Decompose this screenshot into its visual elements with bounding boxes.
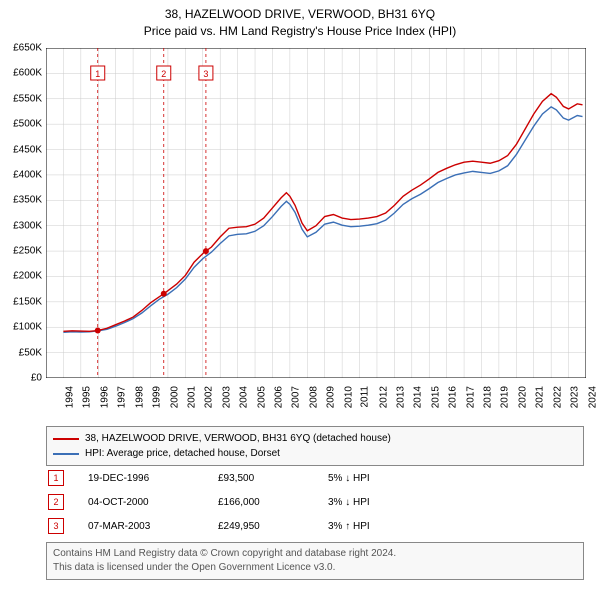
footer-attribution: Contains HM Land Registry data © Crown c…	[46, 542, 584, 580]
legend-label: HPI: Average price, detached house, Dors…	[85, 446, 280, 461]
y-tick-label: £100K	[13, 322, 42, 333]
x-axis-ticks: 1994 1995 1996 1997 1998 1999 2000 2001 2002 2003…	[46, 382, 586, 422]
x-tick-label: 2010	[343, 386, 354, 408]
svg-text:2: 2	[161, 69, 166, 79]
svg-text:1: 1	[95, 69, 100, 79]
x-tick-label: 2014	[413, 386, 424, 408]
y-tick-label: £550K	[13, 93, 42, 104]
x-tick-label: 2016	[447, 386, 458, 408]
legend-item: 38, HAZELWOOD DRIVE, VERWOOD, BH31 6YQ (…	[53, 431, 577, 446]
footer-line-2: This data is licensed under the Open Gov…	[53, 561, 577, 575]
y-tick-label: £350K	[13, 195, 42, 206]
y-tick-label: £650K	[13, 43, 42, 54]
legend-item: HPI: Average price, detached house, Dors…	[53, 446, 577, 461]
legend-swatch	[53, 438, 79, 440]
x-tick-label: 2009	[326, 386, 337, 408]
x-tick-label: 1995	[82, 386, 93, 408]
legend-label: 38, HAZELWOOD DRIVE, VERWOOD, BH31 6YQ (…	[85, 431, 391, 446]
x-tick-label: 2022	[552, 386, 563, 408]
transaction-price: £93,500	[218, 473, 328, 484]
y-tick-label: £50K	[19, 347, 42, 358]
y-tick-label: £300K	[13, 220, 42, 231]
x-tick-label: 2006	[273, 386, 284, 408]
x-tick-label: 2024	[587, 386, 598, 408]
transaction-hpi-delta: 3% ↑ HPI	[328, 521, 428, 532]
y-tick-label: £250K	[13, 246, 42, 257]
x-tick-label: 2011	[360, 386, 371, 408]
y-tick-label: £200K	[13, 271, 42, 282]
x-tick-label: 1997	[117, 386, 128, 408]
x-tick-label: 2015	[430, 386, 441, 408]
x-tick-label: 2013	[395, 386, 406, 408]
svg-text:3: 3	[203, 69, 208, 79]
transaction-marker: 3	[48, 518, 64, 534]
transaction-row: 1 19-DEC-1996£93,5005% ↓ HPI	[46, 466, 584, 490]
transaction-date: 07-MAR-2003	[88, 521, 218, 532]
title-line-1: 38, HAZELWOOD DRIVE, VERWOOD, BH31 6YQ	[0, 6, 600, 23]
series-line	[63, 107, 582, 332]
y-axis-ticks: £0£50K£100K£150K£200K£250K£300K£350K£400…	[0, 48, 44, 378]
transaction-marker: 2	[48, 494, 64, 510]
x-tick-label: 2002	[204, 386, 215, 408]
x-tick-label: 2004	[238, 386, 249, 408]
x-tick-label: 2008	[308, 386, 319, 408]
footer-line-1: Contains HM Land Registry data © Crown c…	[53, 547, 577, 561]
transaction-price: £249,950	[218, 521, 328, 532]
transaction-price: £166,000	[218, 497, 328, 508]
x-tick-label: 1996	[99, 386, 110, 408]
legend: 38, HAZELWOOD DRIVE, VERWOOD, BH31 6YQ (…	[46, 426, 584, 466]
transaction-row: 2 04-OCT-2000£166,0003% ↓ HPI	[46, 490, 584, 514]
x-tick-label: 2021	[535, 386, 546, 408]
plot-svg: 1 2 3	[46, 48, 586, 378]
y-tick-label: £500K	[13, 119, 42, 130]
y-tick-label: £400K	[13, 169, 42, 180]
x-tick-label: 2019	[500, 386, 511, 408]
transaction-date: 19-DEC-1996	[88, 473, 218, 484]
transaction-hpi-delta: 3% ↓ HPI	[328, 497, 428, 508]
x-tick-label: 2000	[169, 386, 180, 408]
x-tick-label: 2005	[256, 386, 267, 408]
chart-container: 38, HAZELWOOD DRIVE, VERWOOD, BH31 6YQ P…	[0, 0, 600, 590]
x-tick-label: 1999	[151, 386, 162, 408]
x-tick-label: 2001	[186, 386, 197, 408]
transaction-marker: 1	[48, 470, 64, 486]
x-tick-label: 1998	[134, 386, 145, 408]
x-tick-label: 1994	[64, 386, 75, 408]
x-tick-label: 2018	[482, 386, 493, 408]
x-tick-label: 2023	[569, 386, 580, 408]
transactions-table: 119-DEC-1996£93,5005% ↓ HPI204-OCT-2000£…	[46, 466, 584, 538]
x-tick-label: 2003	[221, 386, 232, 408]
transaction-row: 3 07-MAR-2003£249,9503% ↑ HPI	[46, 514, 584, 538]
series-line	[63, 94, 582, 332]
y-tick-label: £0	[31, 373, 42, 384]
plot-area: 1 2 3	[46, 48, 586, 378]
x-tick-label: 2012	[378, 386, 389, 408]
title-line-2: Price paid vs. HM Land Registry's House …	[0, 23, 600, 40]
y-tick-label: £150K	[13, 296, 42, 307]
chart-title: 38, HAZELWOOD DRIVE, VERWOOD, BH31 6YQ P…	[0, 0, 600, 40]
x-tick-label: 2017	[465, 386, 476, 408]
x-tick-label: 2007	[291, 386, 302, 408]
transaction-date: 04-OCT-2000	[88, 497, 218, 508]
y-tick-label: £450K	[13, 144, 42, 155]
x-tick-label: 2020	[517, 386, 528, 408]
transaction-hpi-delta: 5% ↓ HPI	[328, 473, 428, 484]
legend-swatch	[53, 453, 79, 455]
y-tick-label: £600K	[13, 68, 42, 79]
